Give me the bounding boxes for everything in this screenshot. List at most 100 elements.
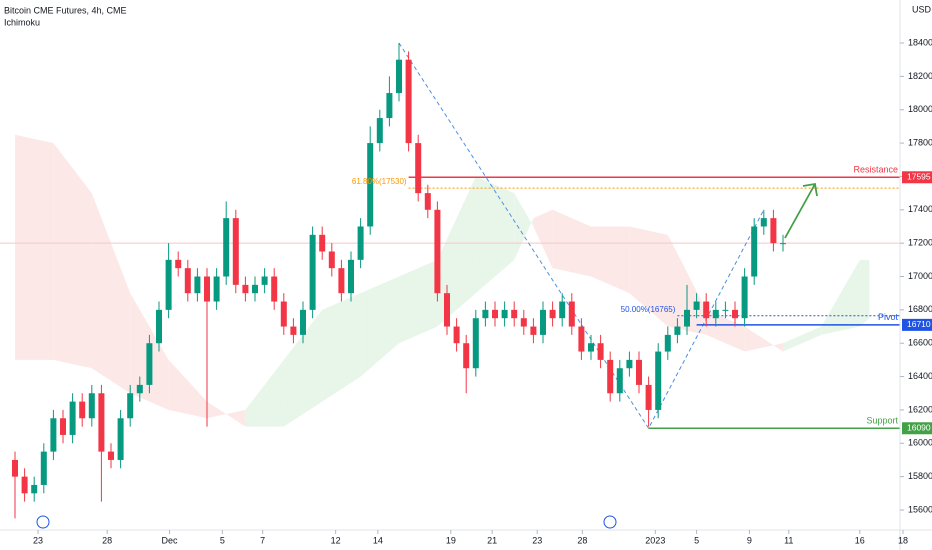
candle-body [760,218,767,227]
candle-body [664,334,671,352]
ichimoku-cloud [629,226,668,327]
x-tick-label: Dec [162,535,179,545]
candle-body [50,418,57,452]
event-icon[interactable] [603,515,617,529]
candle-body [780,243,786,245]
candle-body [405,59,412,144]
x-tick-label: 14 [373,535,383,545]
candle-body [357,226,364,260]
candle-body [21,476,28,494]
candle-body [444,293,450,327]
fib-label: 61.80%(17530) [352,177,407,186]
x-tick-label: 16 [855,535,865,545]
ichimoku-cloud [859,259,870,327]
x-tick-label: 9 [747,535,752,545]
x-tick-label: 23 [532,535,542,545]
candle-body [482,309,489,319]
ichimoku-cloud [399,259,438,344]
candle-body [588,343,594,352]
y-tick-label: 18000 [908,104,932,114]
y-tick-label: 18400 [908,37,932,47]
candle-body [684,309,690,327]
candle-body [568,301,575,327]
candle-body [674,326,681,335]
fib-path [398,42,765,430]
ichimoku-cloud [168,359,207,419]
candle-body [751,226,758,277]
y-tick-label: 17200 [908,238,932,248]
y-tick-label: 18200 [908,71,932,81]
candle-body [636,359,642,385]
candle-body [367,143,374,227]
y-tick-label: 15800 [908,471,932,481]
x-tick-label: 19 [446,535,456,545]
ichimoku-cloud [245,359,284,427]
candle-body [261,276,268,285]
level-axis-box [902,422,932,435]
x-tick-label: 12 [331,535,341,545]
candle-body [194,276,201,294]
x-tick-label: 28 [102,535,112,545]
ichimoku-cloud [533,209,553,269]
candle-body [338,268,345,294]
candle-body [69,401,76,435]
candle-body [453,326,460,344]
candle-body [146,343,153,385]
candle-body [204,276,210,302]
candle-body [616,368,623,394]
candle-body [732,309,738,319]
candle-body [108,451,114,460]
candle-body [722,309,729,311]
candle-body [626,359,633,369]
axis-unit: USD [912,4,932,14]
ichimoku-cloud [53,143,92,369]
y-tick-label: 17800 [908,137,932,147]
x-tick-label: 5 [694,535,699,545]
ichimoku-cloud [744,326,783,352]
ichimoku-cloud [360,276,399,377]
candle-body [12,459,18,477]
candle-body [184,268,191,294]
candle-body [415,143,422,194]
y-tick-label: 16400 [908,371,932,381]
candle-body [693,301,700,310]
candle-body [492,309,498,319]
x-tick-label: 18 [898,535,908,545]
candle-body [60,418,66,435]
candle-body [309,234,316,310]
x-tick-label: 21 [487,535,497,545]
candle-body [175,259,182,269]
level-axis-label: 17595 [907,172,931,182]
candle-body [252,284,258,294]
y-tick-label: 16800 [908,304,932,314]
projection-arrow [784,182,818,239]
candle-body [117,418,124,460]
level-axis-label: 16710 [907,319,931,329]
candle-body [501,309,508,319]
candle-body [511,309,518,319]
candle-body [136,384,143,394]
candle-body [770,218,777,244]
ichimoku-cloud [207,401,246,427]
candle-body [328,251,335,269]
x-tick-label: 2023 [645,535,665,545]
level-axis-box [902,171,932,184]
candle-body [223,218,230,277]
event-icon[interactable] [36,515,50,529]
candle-body [79,401,86,419]
candle-body [712,309,719,319]
ichimoku-cloud [475,176,515,294]
candle-body [424,193,431,210]
candle-body [472,318,479,369]
level-axis-box [902,318,932,331]
candle-body [703,301,710,319]
candle-body [98,393,105,452]
ichimoku-cloud [283,309,323,427]
level-name: Pivot [878,312,899,322]
ichimoku-cloud [15,134,54,360]
candle-body [645,384,652,410]
candle-body [290,326,297,335]
candle-body [31,484,38,494]
y-tick-label: 15600 [908,504,932,514]
level-axis-label: 16090 [907,423,931,433]
